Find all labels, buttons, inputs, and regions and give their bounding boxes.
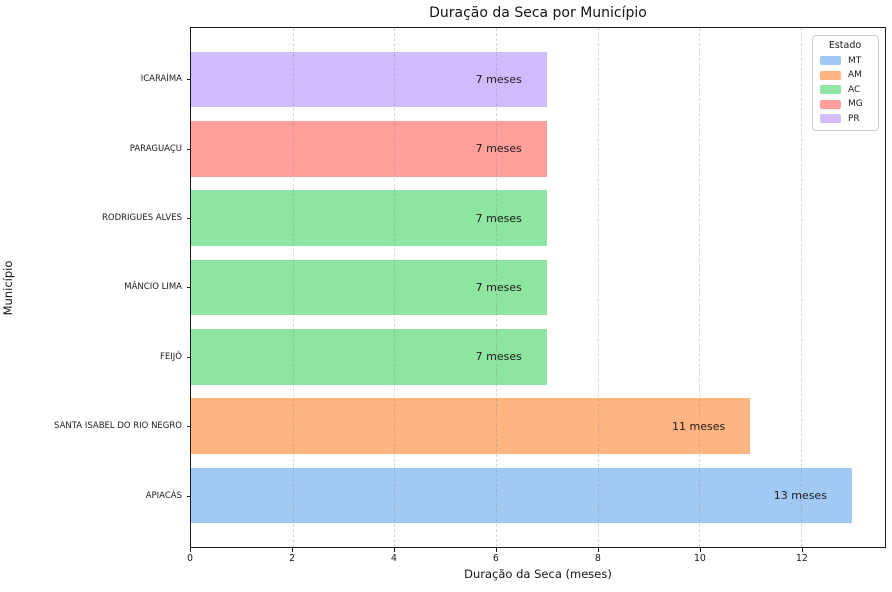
x-tick-label: 12 (795, 553, 808, 564)
x-tick-mark (190, 548, 191, 552)
legend-swatch (820, 99, 841, 109)
bars-container: ICARAÍMA 7 meses PARAGUAÇU 7 meses RODRIGUES… (54, 28, 885, 547)
bar: 7 meses (191, 51, 547, 108)
y-tick-mark (187, 218, 191, 220)
plot-area: ICARAÍMA 7 meses PARAGUAÇU 7 meses RODRIGUES… (54, 27, 886, 548)
legend-entry-label: MT (848, 55, 862, 66)
bar: 7 meses (191, 120, 547, 177)
y-tick-label: FEIJÓ (160, 351, 182, 362)
y-tick-label: PARAGUAÇU (129, 143, 182, 154)
legend-entry: MG (820, 99, 870, 109)
bar-row: FEIJÓ 7 meses (160, 329, 885, 385)
bar-value-label: 7 meses (475, 211, 522, 225)
bar-value-label: 7 meses (475, 280, 522, 294)
bar-row: RODRIGUES ALVES 7 meses (102, 190, 885, 246)
bar-row: PARAGUAÇU 7 meses (130, 120, 885, 177)
legend-title: Estado (828, 40, 862, 51)
y-tick-label: ICARAÍMA (140, 74, 182, 85)
y-tick-label: APIACÁS (145, 490, 182, 501)
bar-value-label: 11 meses (672, 419, 726, 433)
bar-row: SANTA ISABEL DO RIO NEGRO 11 meses (54, 398, 885, 455)
x-tick-mark (597, 548, 599, 552)
bar: 13 meses (191, 467, 852, 524)
x-tick-mark (801, 548, 803, 552)
x-tick-label: 4 (390, 553, 397, 564)
legend-swatch (820, 85, 841, 94)
bar-value-label: 7 meses (475, 350, 522, 364)
x-tick-mark (393, 548, 395, 552)
legend-swatch (820, 56, 841, 65)
bar-row: ICARAÍMA 7 meses (141, 51, 885, 108)
y-tick-mark (187, 495, 191, 497)
legend-entry-label: MG (848, 99, 863, 109)
chart-title: Duração da Seca por Município (429, 5, 647, 21)
bar-value-label: 13 meses (773, 489, 827, 503)
legend-entry: PR (820, 114, 870, 124)
x-tick-mark (291, 548, 293, 552)
x-tick-label: 0 (186, 553, 194, 564)
legend-entry: AM (820, 70, 870, 80)
legend-entry: MT (820, 56, 870, 66)
y-tick-mark (187, 79, 191, 81)
legend-entry-label: AC (848, 84, 861, 95)
legend-entry-label: PR (848, 113, 860, 124)
legend-entry: AC (820, 85, 870, 95)
legend-swatch (820, 114, 841, 123)
y-axis-label: Município (1, 260, 15, 316)
y-tick-label: MÂNCIO LIMA (124, 282, 182, 293)
bar-value-label: 7 meses (475, 72, 522, 86)
bar: 11 meses (191, 398, 751, 455)
y-tick-mark (187, 356, 191, 358)
bar-row: APIACÁS 13 meses (146, 467, 885, 524)
bar-row: MÂNCIO LIMA 7 meses (124, 259, 885, 316)
x-tick-mark (495, 548, 497, 552)
y-tick-mark (187, 287, 191, 289)
legend-swatch (820, 70, 841, 80)
x-tick-mark (699, 548, 701, 552)
bar: 7 meses (191, 259, 547, 316)
y-tick-mark (187, 426, 191, 428)
x-tick-label: 2 (288, 553, 295, 564)
bar-value-label: 7 meses (475, 142, 522, 156)
legend: Estado MT AM AC MG PR (812, 35, 879, 131)
y-tick-mark (187, 148, 191, 150)
y-tick-label: RODRIGUES ALVES (101, 213, 182, 224)
bar: 7 meses (191, 329, 547, 385)
x-axis-label: Duração da Seca (meses) (464, 567, 612, 581)
legend-entries: MT AM AC MG PR (820, 56, 870, 124)
y-tick-label: SANTA ISABEL DO RIO NEGRO (54, 421, 182, 432)
bar: 7 meses (191, 190, 547, 246)
x-tick-label: 8 (594, 553, 601, 564)
legend-entry-label: AM (848, 70, 862, 80)
x-tick-label: 6 (492, 553, 499, 564)
x-tick-label: 10 (693, 553, 706, 564)
